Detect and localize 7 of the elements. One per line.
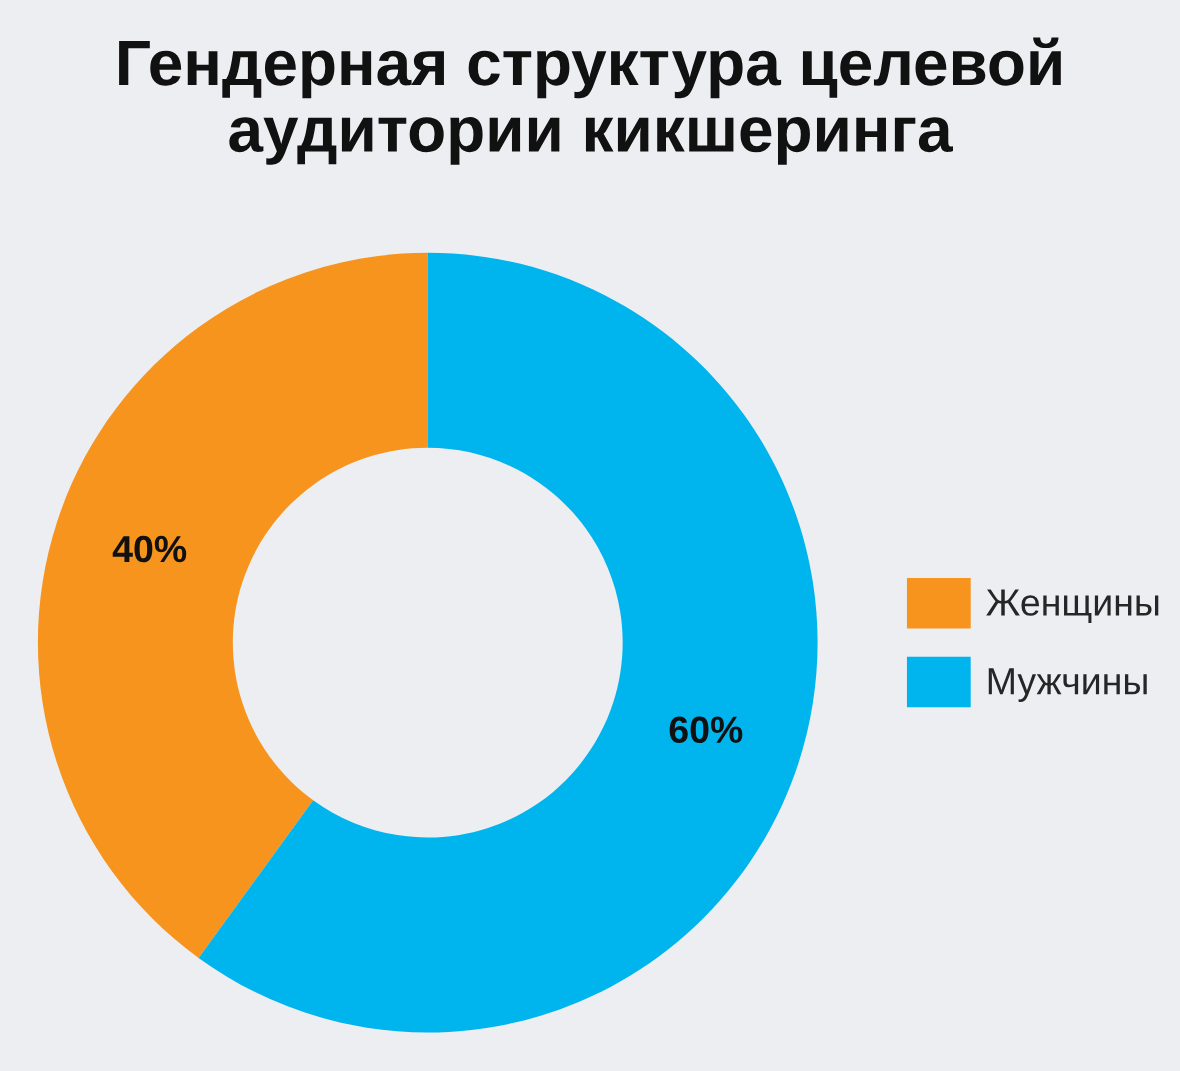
donut-slice xyxy=(198,252,818,1033)
legend-label: Мужчины xyxy=(988,668,1147,702)
chart-title: Гендерная структура целевой аудитории кикшеринга xyxy=(119,37,1061,165)
legend-label: Женщины xyxy=(986,589,1159,623)
donut-slice xyxy=(37,252,428,958)
data-label: 40% xyxy=(112,535,187,563)
data-label: 60% xyxy=(669,716,743,744)
